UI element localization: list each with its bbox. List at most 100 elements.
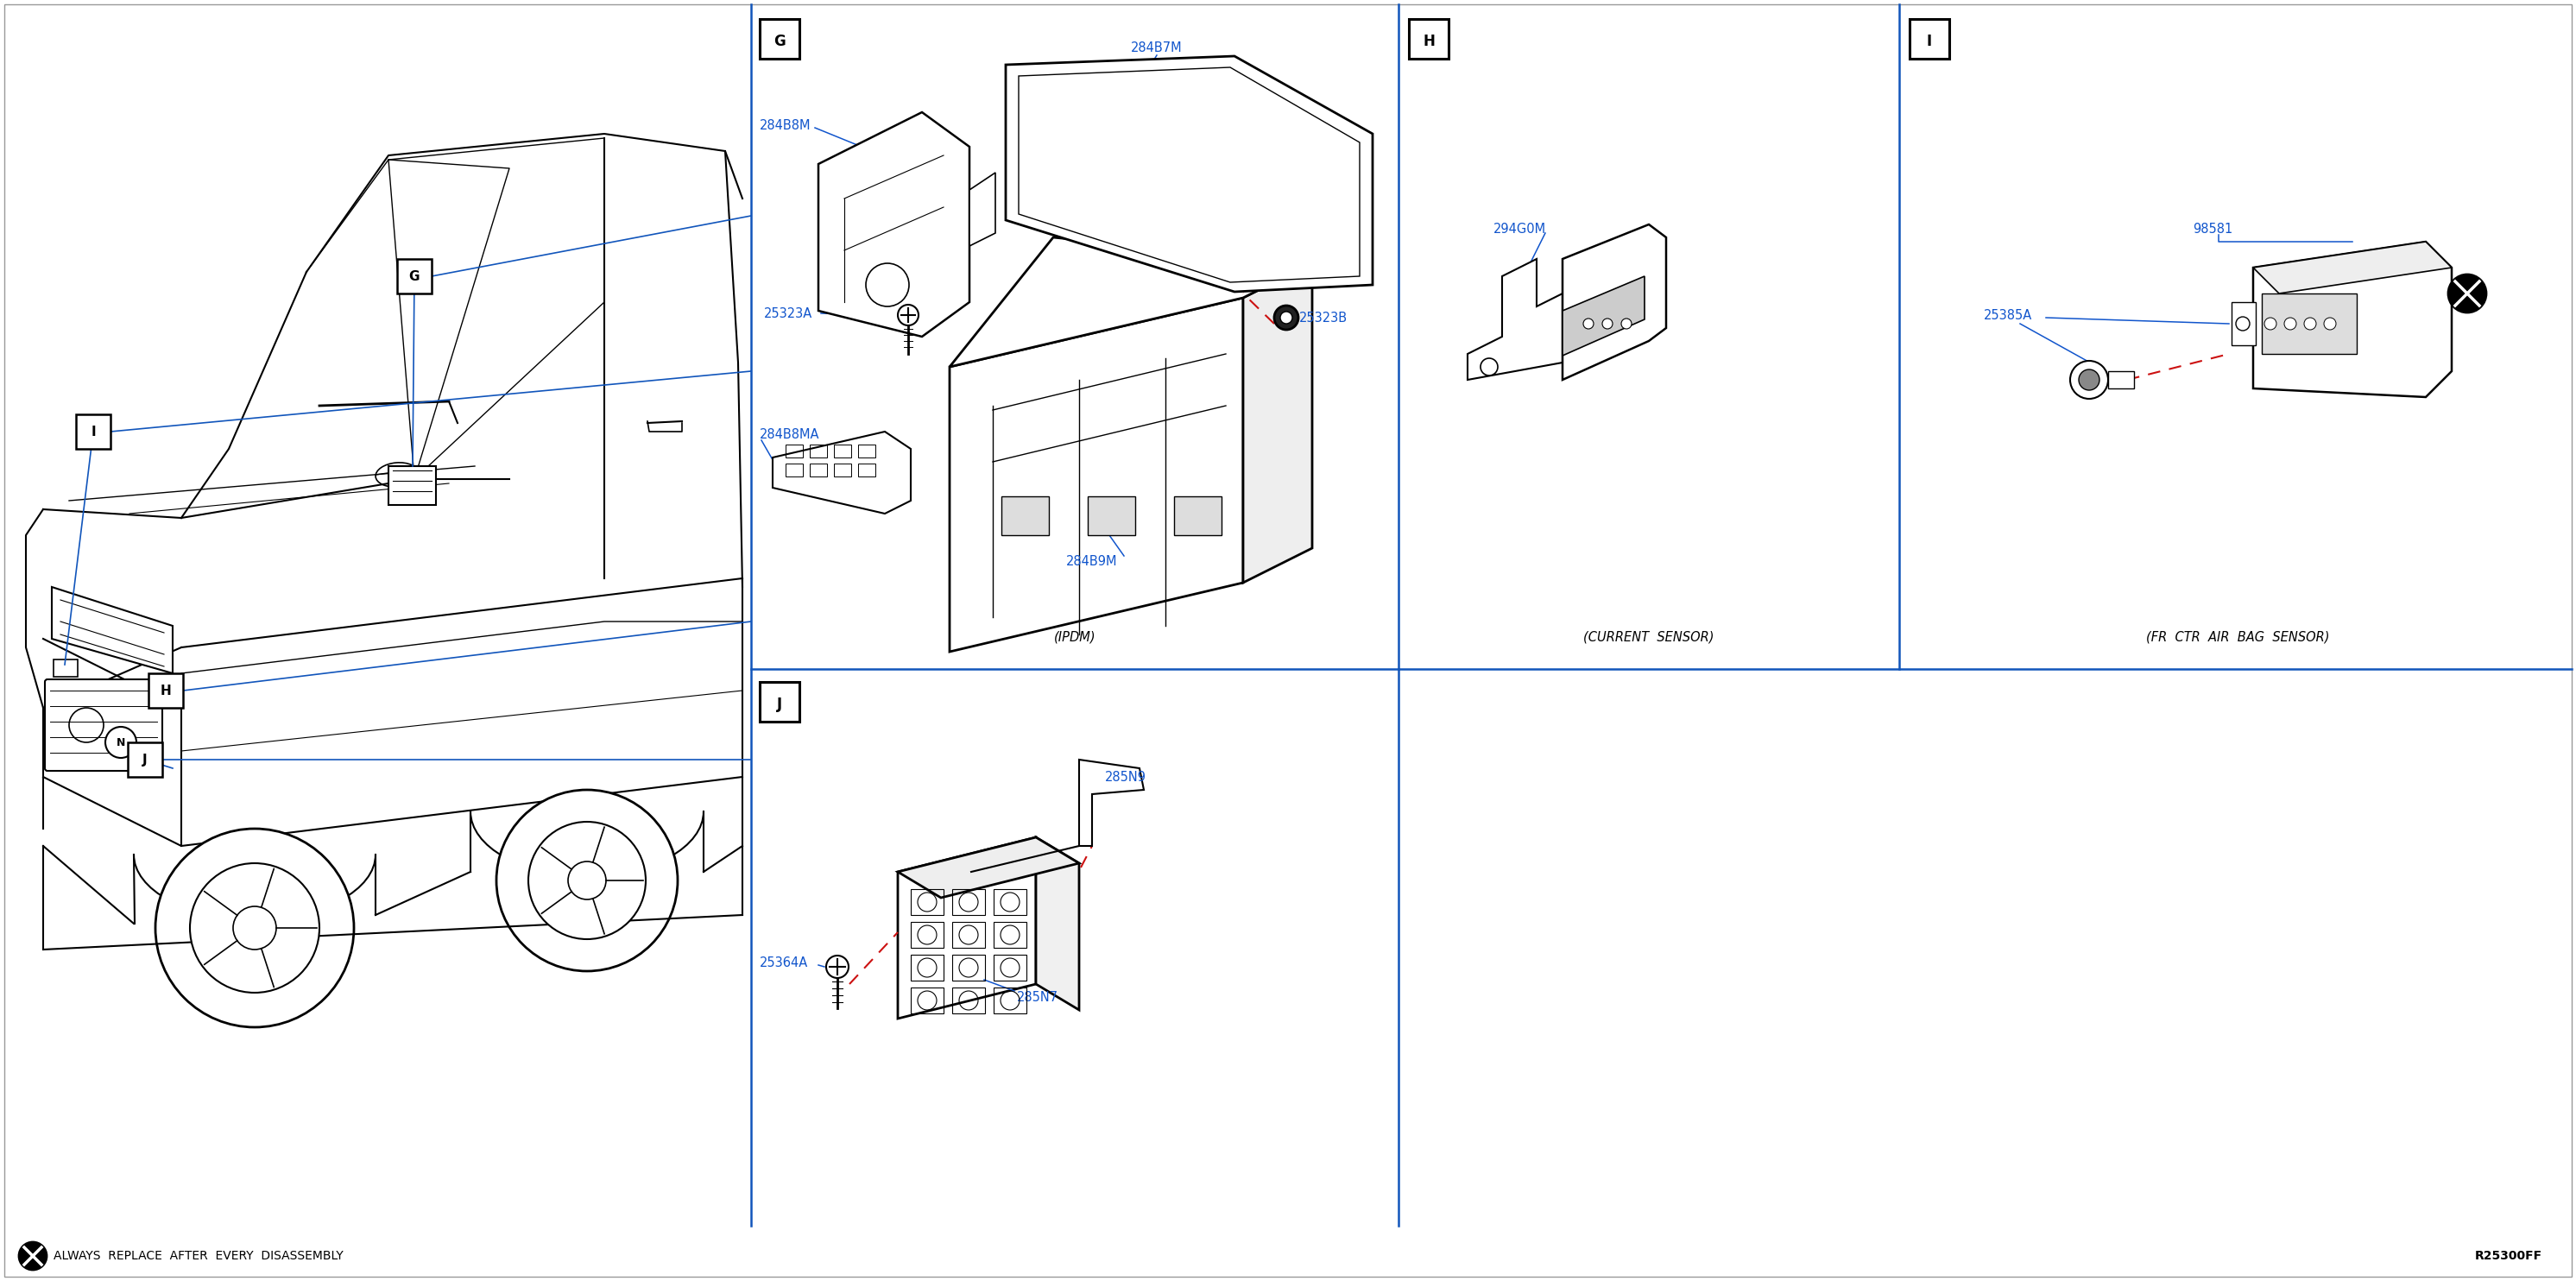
Text: 284B8MA: 284B8MA [760, 428, 819, 441]
Text: N: N [116, 737, 126, 748]
FancyBboxPatch shape [44, 679, 162, 771]
Polygon shape [2254, 242, 2452, 397]
Text: (FR  CTR  AIR  BAG  SENSOR): (FR CTR AIR BAG SENSOR) [2146, 630, 2329, 643]
Text: 25364A: 25364A [760, 956, 809, 968]
Circle shape [1602, 319, 1613, 329]
Polygon shape [1079, 760, 1144, 845]
Bar [389, 466, 435, 505]
Bar [994, 922, 1025, 948]
Circle shape [1275, 306, 1298, 329]
Circle shape [497, 790, 677, 971]
Circle shape [106, 726, 137, 758]
Bar [809, 445, 827, 457]
Polygon shape [773, 432, 912, 514]
Text: I: I [90, 425, 95, 438]
Bar [994, 988, 1025, 1013]
Bar [1087, 496, 1136, 535]
Bar [1002, 496, 1048, 535]
Text: 25323B: 25323B [1298, 311, 1347, 324]
Circle shape [866, 264, 909, 306]
Text: 285N9: 285N9 [1105, 770, 1146, 784]
Polygon shape [951, 237, 1311, 366]
Bar [953, 988, 984, 1013]
Bar [2262, 293, 2357, 354]
Bar [2107, 371, 2133, 388]
Polygon shape [1564, 224, 1667, 379]
Bar [2231, 302, 2257, 346]
Text: G: G [410, 270, 420, 283]
Polygon shape [951, 297, 1244, 652]
Text: 284B7M: 284B7M [1131, 41, 1182, 54]
Polygon shape [52, 587, 173, 674]
Text: 25385A: 25385A [1984, 309, 2032, 322]
Polygon shape [2254, 242, 2452, 293]
Bar [953, 889, 984, 915]
Bar [760, 681, 799, 721]
Bar [912, 922, 943, 948]
Bar [809, 464, 827, 477]
Text: (CURRENT  SENSOR): (CURRENT SENSOR) [1584, 630, 1713, 643]
Polygon shape [1468, 259, 1564, 379]
Polygon shape [899, 838, 1079, 898]
Text: 284B8M: 284B8M [760, 119, 811, 132]
Bar [1409, 19, 1448, 59]
Polygon shape [1036, 838, 1079, 1009]
Circle shape [2079, 369, 2099, 391]
Circle shape [70, 708, 103, 743]
Bar [994, 954, 1025, 980]
Bar [54, 660, 77, 676]
Text: 25323A: 25323A [765, 307, 811, 320]
Bar [858, 445, 876, 457]
Bar [912, 889, 943, 915]
Bar [760, 19, 799, 59]
Polygon shape [819, 113, 969, 337]
Bar [912, 954, 943, 980]
Circle shape [2285, 318, 2295, 329]
Bar [912, 988, 943, 1013]
Bar [149, 674, 183, 708]
Circle shape [18, 1243, 46, 1269]
Bar [397, 259, 433, 293]
Circle shape [1280, 311, 1293, 324]
Polygon shape [969, 173, 994, 246]
Bar [786, 464, 804, 477]
Bar [858, 464, 876, 477]
Text: H: H [160, 684, 170, 697]
Circle shape [232, 907, 276, 949]
Circle shape [569, 862, 605, 899]
Text: J: J [778, 697, 783, 712]
Circle shape [2324, 318, 2336, 329]
Circle shape [2303, 318, 2316, 329]
Circle shape [155, 829, 353, 1027]
Circle shape [2236, 316, 2249, 330]
Text: 284B9M: 284B9M [1066, 555, 1118, 567]
Bar [1175, 496, 1221, 535]
Bar [75, 414, 111, 448]
Circle shape [2264, 318, 2277, 329]
Circle shape [191, 863, 319, 993]
Text: J: J [142, 753, 147, 766]
Bar [1909, 19, 1950, 59]
Bar [994, 889, 1025, 915]
Polygon shape [1005, 56, 1373, 292]
Text: H: H [1422, 33, 1435, 49]
Bar [786, 445, 804, 457]
Text: G: G [773, 33, 786, 49]
Text: 98581: 98581 [2192, 223, 2233, 236]
Circle shape [2447, 274, 2486, 313]
Circle shape [528, 822, 647, 939]
Ellipse shape [376, 462, 420, 487]
Circle shape [827, 956, 848, 977]
Polygon shape [1564, 277, 1643, 356]
Text: I: I [1927, 33, 1932, 49]
Bar [835, 464, 850, 477]
Text: R25300FF: R25300FF [2476, 1250, 2543, 1262]
Text: ALWAYS  REPLACE  AFTER  EVERY  DISASSEMBLY: ALWAYS REPLACE AFTER EVERY DISASSEMBLY [54, 1250, 343, 1262]
Bar [953, 954, 984, 980]
Polygon shape [899, 838, 1036, 1018]
Bar [953, 922, 984, 948]
Circle shape [1481, 359, 1497, 375]
Circle shape [1620, 319, 1631, 329]
Circle shape [899, 305, 920, 325]
Text: 285N7: 285N7 [1018, 990, 1059, 1003]
